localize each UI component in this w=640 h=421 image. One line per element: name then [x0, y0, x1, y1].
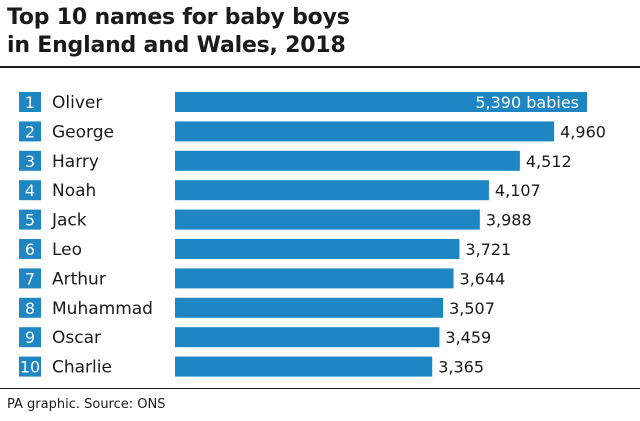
rank-number: 9 [25, 328, 35, 347]
name-label: Noah [52, 181, 96, 201]
name-label: Harry [52, 152, 99, 172]
name-label: Arthur [52, 269, 106, 289]
rank-box [19, 356, 41, 377]
rank-box [19, 297, 41, 318]
rank-number: 3 [25, 152, 35, 171]
bar [175, 121, 555, 142]
chart-title: Top 10 names for baby boys in England an… [7, 4, 350, 60]
value-label: 3,644 [460, 269, 506, 288]
rank-box [19, 92, 41, 112]
footer-divider [0, 388, 640, 389]
rank-box [19, 180, 41, 201]
rank-number: 8 [25, 299, 35, 318]
rank-number: 7 [25, 269, 35, 288]
title-divider [0, 66, 640, 68]
rank-box [19, 209, 41, 230]
source-note: PA graphic. Source: ONS [7, 397, 166, 412]
chart-title-line-2: in England and Wales, 2018 [7, 33, 346, 58]
bar [175, 327, 440, 348]
rank-box [19, 268, 41, 289]
bar [175, 209, 480, 230]
bar [175, 268, 454, 289]
rank-number: 4 [25, 181, 35, 200]
rank-number: 2 [25, 122, 35, 141]
rank-number: 5 [25, 211, 35, 230]
bar [175, 356, 433, 377]
name-label: Leo [52, 240, 82, 260]
name-label: Oscar [52, 328, 101, 348]
name-label: Jack [51, 211, 87, 231]
rank-number: 6 [25, 240, 35, 259]
value-label: 3,988 [486, 211, 532, 230]
rank-box [19, 239, 41, 259]
rank-box [19, 327, 41, 348]
value-label: 3,365 [438, 358, 484, 377]
value-label: 3,721 [465, 240, 511, 259]
value-label: 4,107 [495, 181, 541, 200]
rank-box [19, 121, 41, 142]
value-label: 3,507 [449, 299, 495, 318]
rank-number: 1 [25, 93, 35, 112]
name-label: Oliver [52, 93, 102, 113]
value-label: 5,390 babies [475, 93, 579, 112]
bar [175, 239, 460, 259]
name-label: Muhammad [52, 299, 153, 319]
value-label: 3,459 [445, 328, 491, 347]
value-label: 4,512 [526, 152, 572, 171]
bar [175, 92, 587, 112]
value-label: 4,960 [560, 122, 606, 141]
bar [175, 297, 444, 318]
bar [175, 180, 489, 201]
name-label: Charlie [52, 358, 112, 378]
rank-number: 10 [20, 358, 40, 377]
bar [175, 150, 520, 171]
chart-title-line-1: Top 10 names for baby boys [7, 5, 350, 30]
rank-box [19, 150, 41, 171]
name-label: George [52, 122, 114, 142]
